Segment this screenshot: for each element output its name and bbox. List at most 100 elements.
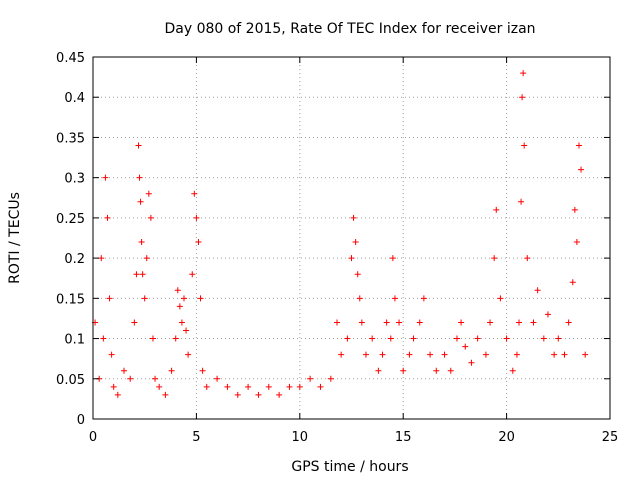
data-point xyxy=(172,335,179,342)
data-point xyxy=(453,335,460,342)
data-point xyxy=(520,70,527,77)
data-point xyxy=(214,375,221,382)
data-point xyxy=(137,198,144,205)
data-point xyxy=(350,214,357,221)
data-point xyxy=(468,359,475,366)
data-point xyxy=(447,367,454,374)
y-tick-label: 0.35 xyxy=(56,131,85,146)
x-tick-label: 25 xyxy=(602,430,619,445)
data-point xyxy=(195,239,202,246)
data-point xyxy=(265,383,272,390)
data-point xyxy=(534,287,541,294)
data-point xyxy=(524,255,531,262)
data-point xyxy=(573,239,580,246)
data-point xyxy=(487,319,494,326)
y-tick-label: 0.45 xyxy=(56,51,85,66)
data-point xyxy=(317,383,324,390)
data-point xyxy=(433,367,440,374)
data-point xyxy=(356,295,363,302)
data-point xyxy=(100,335,107,342)
data-point xyxy=(136,174,143,181)
data-point xyxy=(139,271,146,278)
y-tick-label: 0.05 xyxy=(56,373,85,388)
data-point xyxy=(234,391,241,398)
y-tick-label: 0.3 xyxy=(64,172,85,187)
data-point xyxy=(406,351,413,358)
x-tick-labels: 0 5 10 15 20 25 xyxy=(89,430,618,445)
y-tick-label: 0.25 xyxy=(56,212,85,227)
plot-frame xyxy=(92,56,611,420)
data-point xyxy=(516,319,523,326)
data-point xyxy=(474,335,481,342)
data-point xyxy=(491,255,498,262)
data-point xyxy=(104,214,111,221)
data-point xyxy=(276,391,283,398)
data-point xyxy=(379,351,386,358)
data-point xyxy=(338,351,345,358)
data-point xyxy=(389,255,396,262)
data-point xyxy=(147,214,154,221)
x-axis-label: GPS time / hours xyxy=(291,459,408,475)
data-point xyxy=(458,319,465,326)
data-point xyxy=(555,335,562,342)
data-point xyxy=(344,335,351,342)
data-point xyxy=(503,335,510,342)
data-point xyxy=(203,383,210,390)
data-point xyxy=(149,335,156,342)
data-point xyxy=(152,375,159,382)
data-point xyxy=(358,319,365,326)
data-point xyxy=(334,319,341,326)
y-tick-label: 0.2 xyxy=(64,252,85,267)
data-point xyxy=(561,351,568,358)
data-point xyxy=(197,295,204,302)
data-point xyxy=(114,391,121,398)
data-point xyxy=(493,206,500,213)
x-tick-label: 10 xyxy=(292,430,309,445)
data-point xyxy=(255,391,262,398)
data-point xyxy=(410,335,417,342)
data-point xyxy=(106,295,113,302)
data-point xyxy=(513,351,520,358)
y-tick-label: 0.1 xyxy=(64,333,85,348)
data-point xyxy=(191,190,198,197)
data-point xyxy=(121,367,128,374)
data-point xyxy=(441,351,448,358)
data-point xyxy=(482,351,489,358)
data-point xyxy=(178,319,185,326)
data-point xyxy=(375,367,382,374)
data-point xyxy=(133,271,140,278)
axis-ticks xyxy=(92,56,611,420)
data-point xyxy=(530,319,537,326)
data-point xyxy=(185,351,192,358)
data-points xyxy=(92,70,589,398)
x-tick-label: 15 xyxy=(395,430,412,445)
data-point xyxy=(108,351,115,358)
chart-title: Day 080 of 2015, Rate Of TEC Index for r… xyxy=(164,21,535,37)
data-point xyxy=(286,383,293,390)
data-point xyxy=(396,319,403,326)
data-point xyxy=(540,335,547,342)
x-tick-label: 5 xyxy=(192,430,200,445)
data-point xyxy=(416,319,423,326)
data-point xyxy=(521,142,528,149)
data-point xyxy=(427,351,434,358)
data-point xyxy=(551,351,558,358)
data-point xyxy=(156,383,163,390)
data-point xyxy=(296,383,303,390)
data-point xyxy=(575,142,582,149)
data-point xyxy=(544,311,551,318)
data-point xyxy=(141,295,148,302)
data-point xyxy=(162,391,169,398)
data-point xyxy=(571,206,578,213)
grid-lines xyxy=(93,57,610,419)
data-point xyxy=(578,166,585,173)
data-point xyxy=(348,255,355,262)
data-point xyxy=(193,214,200,221)
y-axis-label: ROTI / TECUs xyxy=(7,192,23,284)
data-point xyxy=(383,319,390,326)
data-point xyxy=(98,255,105,262)
data-point xyxy=(138,239,145,246)
data-point xyxy=(352,239,359,246)
data-point xyxy=(110,383,117,390)
